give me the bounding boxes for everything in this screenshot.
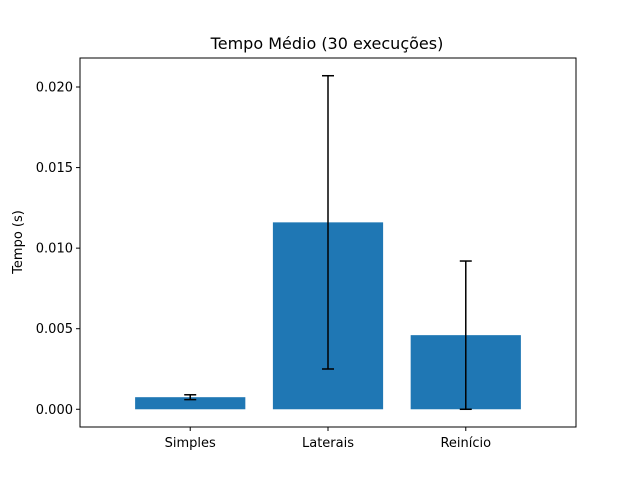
x-tick-label: Simples: [165, 436, 216, 451]
bar-simples: [135, 397, 246, 410]
y-tick-label: 0.010: [36, 242, 73, 257]
plot-area: 0.000 0.005 0.010 0.015 0.020 Simples Laterais…: [36, 74, 521, 451]
chart-title: Tempo Médio (30 execuções): [210, 34, 444, 53]
x-tick-label: Reinício: [440, 436, 491, 451]
y-tick-label: 0.015: [36, 161, 73, 176]
plot-frame: [79, 57, 577, 428]
y-tick-label: 0.000: [36, 403, 73, 418]
y-tick-label: 0.005: [36, 322, 73, 337]
y-tick-label: 0.020: [36, 81, 73, 96]
x-tick-label: Laterais: [302, 436, 354, 451]
y-axis-label: Tempo (s): [11, 210, 26, 275]
